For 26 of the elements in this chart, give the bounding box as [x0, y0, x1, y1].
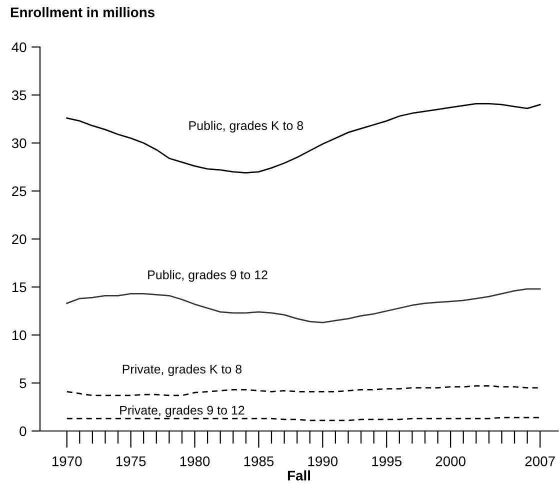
- y-tick-label: 30: [12, 138, 26, 148]
- series-label: Private, grades 9 to 12: [120, 405, 244, 418]
- x-axis-title: Fall: [288, 470, 310, 481]
- y-tick-label: 10: [12, 330, 26, 340]
- y-tick-label: 40: [12, 42, 26, 52]
- series-label: Private, grades K to 8: [122, 364, 242, 376]
- y-tick-label: 15: [12, 282, 26, 292]
- line-series: [66, 102, 541, 174]
- y-axis-title: Enrollment in millions: [10, 7, 155, 18]
- x-tick-label: 1995: [372, 456, 402, 466]
- x-tick-label: 1980: [180, 456, 210, 466]
- line-series: [66, 288, 541, 324]
- y-tick-label: 0: [20, 426, 26, 436]
- x-tick-label: 1990: [308, 456, 338, 466]
- x-tick-label: 1970: [52, 456, 82, 466]
- x-tick-label: 1975: [116, 456, 146, 466]
- series-label: Public, grades K to 8: [189, 120, 304, 132]
- x-tick-label: 2007: [525, 456, 555, 466]
- y-tick-label: 35: [12, 90, 26, 100]
- y-tick-label: 25: [12, 186, 26, 196]
- y-tick-label: 20: [12, 234, 26, 244]
- x-tick-label: 1985: [244, 456, 274, 466]
- series-label: Public, grades 9 to 12: [148, 270, 268, 282]
- y-tick-label: 5: [20, 378, 26, 388]
- line-series: [66, 385, 541, 396]
- x-tick-label: 2000: [436, 456, 466, 466]
